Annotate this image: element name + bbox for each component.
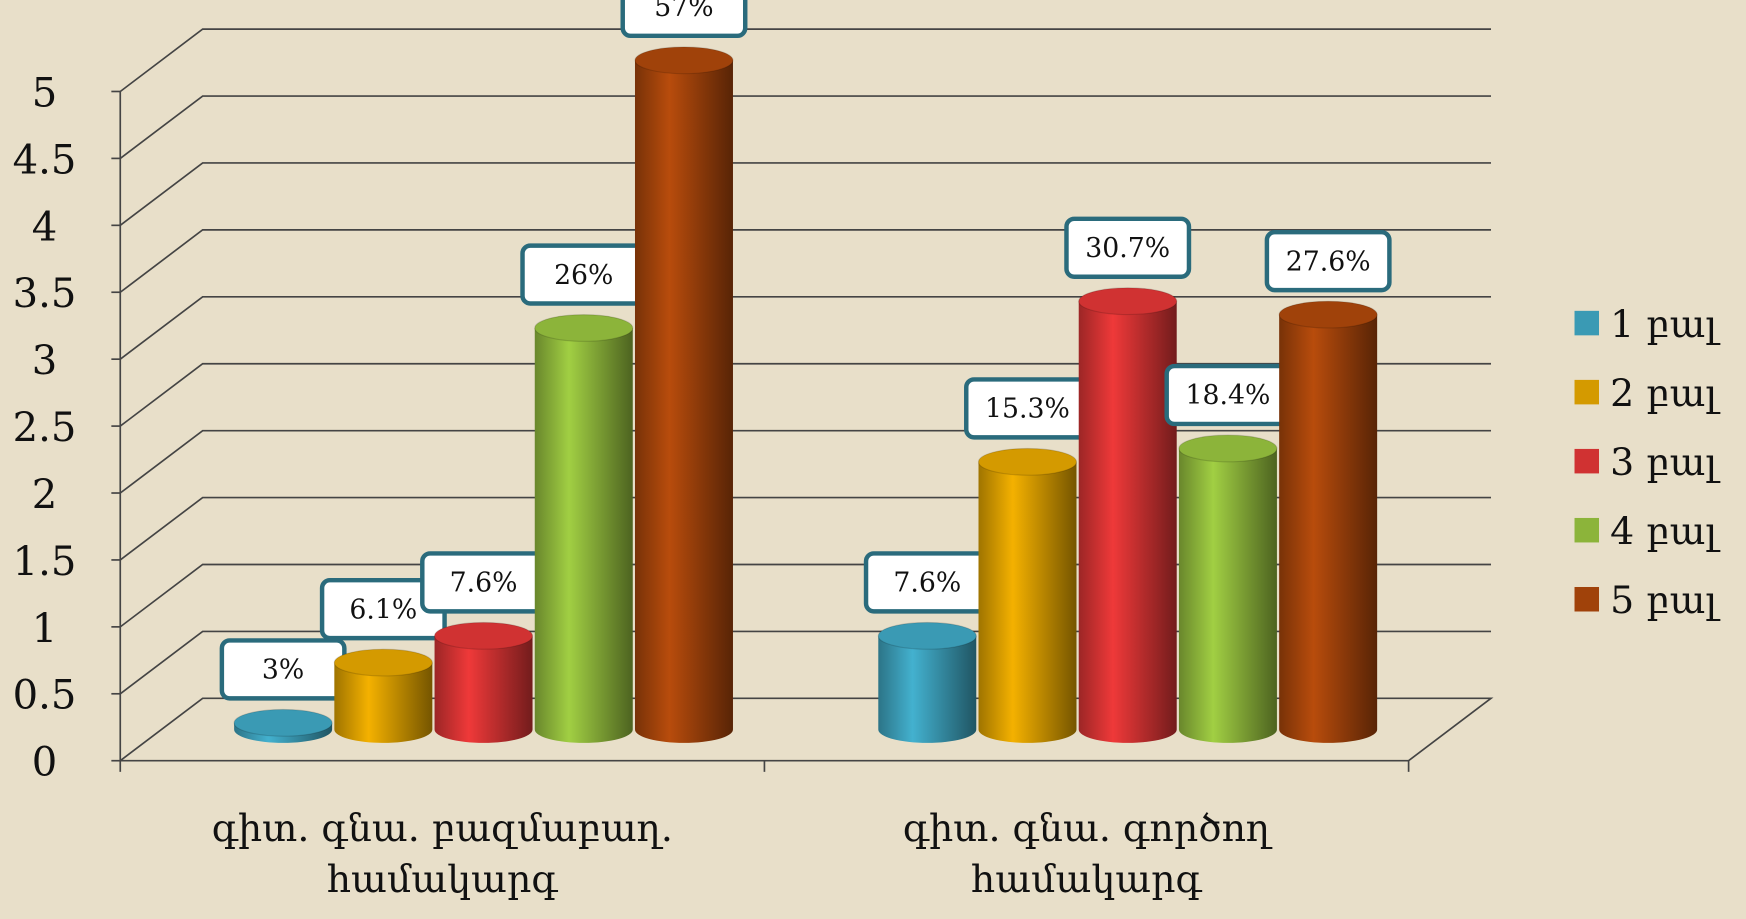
bar-body [1178, 448, 1277, 743]
legend-label: 2 բալ [1610, 371, 1720, 415]
bar-body [334, 662, 433, 743]
bar-body [534, 327, 633, 743]
grid-line [119, 362, 1492, 427]
bar [1178, 434, 1278, 743]
bar [634, 46, 734, 743]
bar-body [978, 461, 1077, 743]
x-tick-label: գիտ. գնա. բազմաբաղ. համակարգ [211, 806, 673, 903]
data-label: 30.7% [1085, 233, 1170, 264]
x-tick-label-box: գիտ. գնա. բազմաբաղ. համակարգ [211, 806, 673, 903]
grid-line [119, 162, 1492, 226]
y-tick-label: 2 [32, 472, 58, 518]
bar-top [1178, 434, 1278, 463]
legend-label: 5 բալ [1610, 578, 1720, 622]
bar-body [878, 635, 977, 743]
legend-label: 3 բալ [1610, 440, 1720, 484]
data-label-box [1264, 229, 1392, 293]
y-tick-label: 1.5 [13, 539, 77, 585]
y-tick-label: 1 [32, 606, 58, 652]
data-label: 7.6% [893, 568, 961, 599]
bar-top [433, 621, 534, 650]
bar-top [1278, 300, 1378, 329]
data-label: 26% [554, 260, 613, 291]
bar-top [634, 46, 734, 75]
bar [977, 447, 1078, 743]
grid-line [119, 229, 1492, 293]
y-tick-label: 2.5 [13, 405, 77, 451]
legend-swatch [1574, 379, 1600, 405]
bar [333, 648, 433, 743]
bar [1278, 300, 1378, 743]
bar-top [333, 648, 433, 677]
data-label: 6.1% [349, 594, 417, 625]
bar-body [1078, 301, 1177, 743]
floor [117, 697, 1494, 762]
grid-line [119, 95, 1492, 160]
bar-top [977, 447, 1078, 476]
data-label: 27.6% [1286, 246, 1371, 277]
data-label-box [1064, 216, 1192, 279]
grid-line [119, 28, 1492, 93]
data-label: 15.3% [985, 394, 1070, 425]
bar [233, 708, 333, 743]
legend-swatch [1574, 517, 1600, 543]
data-label: 7.6% [450, 568, 518, 599]
bar-top [1078, 287, 1178, 316]
bar-body [634, 60, 733, 743]
data-label: 3% [262, 655, 304, 686]
data-label: 18.4% [1185, 380, 1270, 411]
data-label: 57% [654, 0, 713, 23]
bar-top [233, 708, 333, 737]
bar-top [534, 314, 634, 342]
y-tick-label: 5 [32, 70, 58, 116]
grid-line [119, 295, 1492, 360]
y-tick-label: 0.5 [13, 673, 77, 719]
bar [534, 314, 634, 743]
x-tick-label: գիտ. գնա. գործող համակարգ [902, 806, 1271, 903]
data-label-box [620, 0, 748, 39]
bar-body [1279, 314, 1378, 743]
bar [1078, 287, 1178, 743]
y-tick-label: 4 [32, 204, 58, 250]
legend-swatch [1574, 310, 1600, 336]
bar [877, 621, 977, 743]
bar [433, 621, 534, 743]
y-tick-label: 0 [32, 740, 58, 786]
bar-body [434, 635, 533, 743]
y-tick-label: 3 [32, 338, 58, 384]
legend-label: 1 բալ [1610, 302, 1720, 346]
y-tick-label: 3.5 [13, 271, 77, 317]
legend-label: 4 բալ [1610, 509, 1720, 553]
legend-swatch [1574, 448, 1600, 474]
x-tick-label-box: գիտ. գնա. գործող համակարգ [902, 806, 1271, 903]
y-tick-label: 4.5 [13, 137, 77, 183]
legend-swatch [1574, 586, 1600, 612]
bar-top [877, 621, 977, 650]
